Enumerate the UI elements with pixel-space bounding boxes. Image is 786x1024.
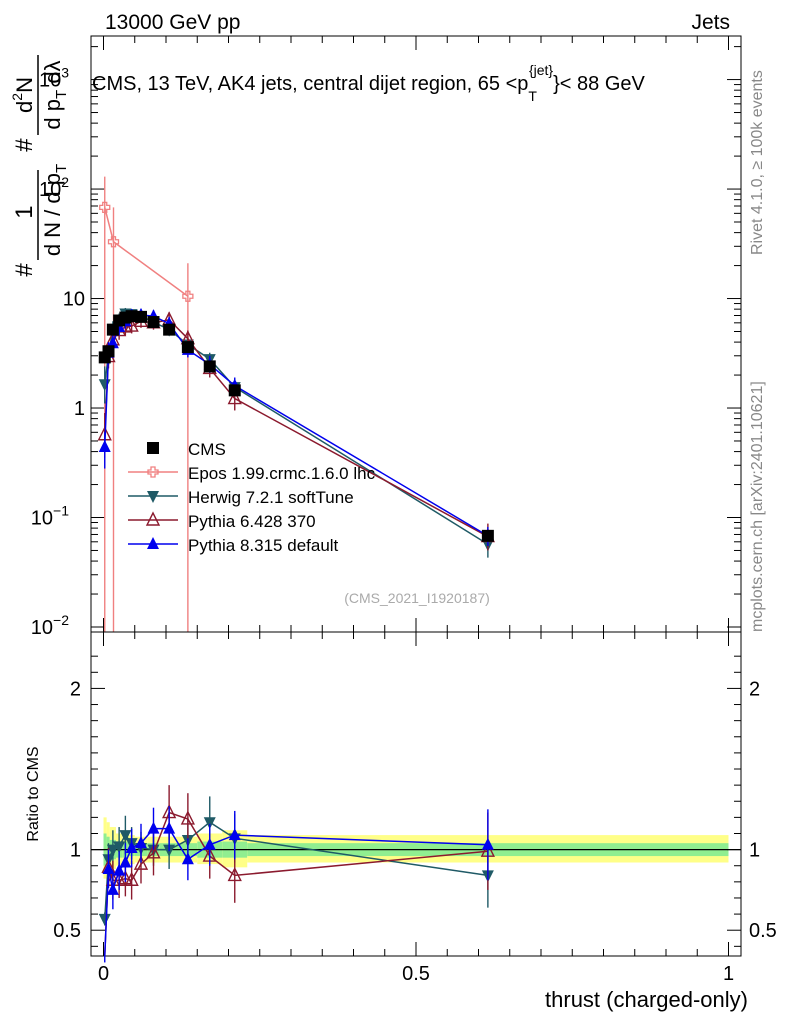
ylabel-denominator: d N / d pT bbox=[40, 164, 70, 256]
legend-label: Epos 1.99.crmc.1.6.0 lhc bbox=[188, 464, 376, 483]
ratio-point bbox=[146, 844, 161, 859]
legend-marker bbox=[147, 537, 159, 549]
ratio-point bbox=[125, 841, 138, 853]
y-tick-label: 10−1 bbox=[31, 503, 69, 530]
series-point bbox=[98, 379, 111, 392]
y-tick-label: 103 bbox=[39, 65, 69, 92]
plot-title: CMS, 13 TeV, AK4 jets, central dijet reg… bbox=[92, 62, 645, 104]
series-point bbox=[99, 201, 111, 214]
x-tick-label: 1 bbox=[723, 963, 734, 985]
ratio-point bbox=[163, 821, 176, 834]
ratio-y-tick-label: 1 bbox=[70, 840, 81, 862]
ratio-point bbox=[106, 844, 119, 857]
ratio-y-tick-label: 2 bbox=[70, 678, 81, 700]
x-tick-label: 0 bbox=[98, 963, 109, 985]
ratio-line bbox=[104, 811, 488, 957]
data-point bbox=[106, 323, 119, 336]
ratio-point bbox=[119, 855, 132, 868]
legend-label: Herwig 7.2.1 softTune bbox=[188, 488, 354, 507]
ylabel-hash: # bbox=[11, 263, 38, 277]
series-point bbox=[98, 440, 111, 453]
header-left: 13000 GeV pp bbox=[105, 11, 240, 34]
ratio-point bbox=[102, 861, 115, 874]
ratio-y-tick-label-right: 2 bbox=[749, 678, 760, 700]
legend: CMS Epos 1.99.crmc.1.6.0 lhc Herwig 7.2.1 … bbox=[128, 440, 376, 555]
ratio-point bbox=[98, 913, 111, 926]
ratio-y-tick-label-right: 1 bbox=[749, 840, 760, 862]
ratio-point bbox=[181, 852, 194, 865]
ratio-point bbox=[481, 837, 494, 850]
y-tick-label: 102 bbox=[39, 174, 69, 201]
data-point bbox=[228, 384, 241, 397]
x-axis-label: thrust (charged-only) bbox=[545, 987, 748, 1012]
ratio-y-tick-label: 0.5 bbox=[53, 920, 81, 942]
data-point bbox=[147, 316, 160, 329]
data-point bbox=[203, 360, 216, 373]
series-point bbox=[227, 390, 242, 405]
ratio-point bbox=[135, 836, 147, 849]
ratio-point bbox=[118, 870, 133, 885]
ylabel-numerator-2: d2N bbox=[9, 77, 37, 113]
main-panel: 10−2 10−1 1 10 102 103 bbox=[31, 35, 742, 639]
ratio-point bbox=[203, 817, 216, 830]
legend-marker bbox=[147, 442, 159, 454]
ratio-point bbox=[227, 866, 242, 882]
series-line bbox=[104, 207, 189, 297]
x-tick-label: 0.5 bbox=[402, 963, 430, 985]
ratio-panel: 0 0.5 1 0.5 0.5 1 1 2 2 bbox=[53, 631, 777, 985]
legend-label: CMS bbox=[188, 440, 226, 459]
series-point bbox=[182, 290, 194, 302]
y-tick-label: 10−2 bbox=[31, 612, 69, 639]
mcplots-label: mcplots.cern.ch [arXiv:2401.10621] bbox=[749, 381, 766, 632]
analysis-watermark: (CMS_2021_I1920187) bbox=[344, 590, 490, 606]
y-tick-label: 1 bbox=[74, 398, 85, 420]
data-point bbox=[163, 323, 176, 336]
data-point bbox=[125, 310, 138, 323]
legend-marker bbox=[145, 511, 161, 526]
data-point bbox=[181, 341, 194, 354]
ratio-point bbox=[124, 871, 139, 886]
ylabel-denominator-2: d pT dλ bbox=[40, 60, 70, 129]
ratio-point bbox=[106, 882, 119, 895]
ylabel-one: 1 bbox=[11, 205, 38, 218]
ratio-point bbox=[113, 863, 126, 876]
ratio-point bbox=[147, 821, 160, 834]
legend-marker bbox=[147, 466, 159, 478]
ylabel-hash-2: # bbox=[11, 138, 38, 152]
main-ylabel: # 1 d N / d pT # d2N d pT dλ bbox=[9, 55, 70, 277]
main-axes: 10−2 10−1 1 10 102 103 bbox=[31, 36, 741, 639]
data-point bbox=[135, 310, 147, 323]
ratio-series bbox=[98, 785, 496, 963]
ratio-point bbox=[180, 810, 196, 825]
legend-label: Pythia 8.315 default bbox=[188, 536, 339, 555]
data-point bbox=[481, 529, 494, 542]
ratio-point bbox=[203, 837, 216, 850]
ratio-point bbox=[119, 830, 132, 843]
ratio-y-tick-label-right: 0.5 bbox=[749, 920, 777, 942]
data-point bbox=[102, 345, 115, 358]
series-point bbox=[107, 236, 120, 248]
header-right: Jets bbox=[691, 11, 730, 34]
ratio-ylabel: Ratio to CMS bbox=[25, 746, 42, 841]
legend-label: Pythia 6.428 370 bbox=[188, 512, 316, 531]
ratio-axes: 0 0.5 1 0.5 0.5 1 1 2 2 bbox=[53, 632, 777, 985]
y-tick-label: 10 bbox=[63, 289, 85, 311]
ratio-point bbox=[228, 828, 241, 841]
main-series bbox=[97, 176, 496, 632]
ratio-point bbox=[113, 841, 126, 854]
ratio-point bbox=[133, 855, 149, 870]
series-line bbox=[104, 312, 489, 545]
legend-marker bbox=[147, 491, 159, 503]
rivet-label: Rivet 4.1.0, ≥ 100k events bbox=[749, 70, 766, 255]
